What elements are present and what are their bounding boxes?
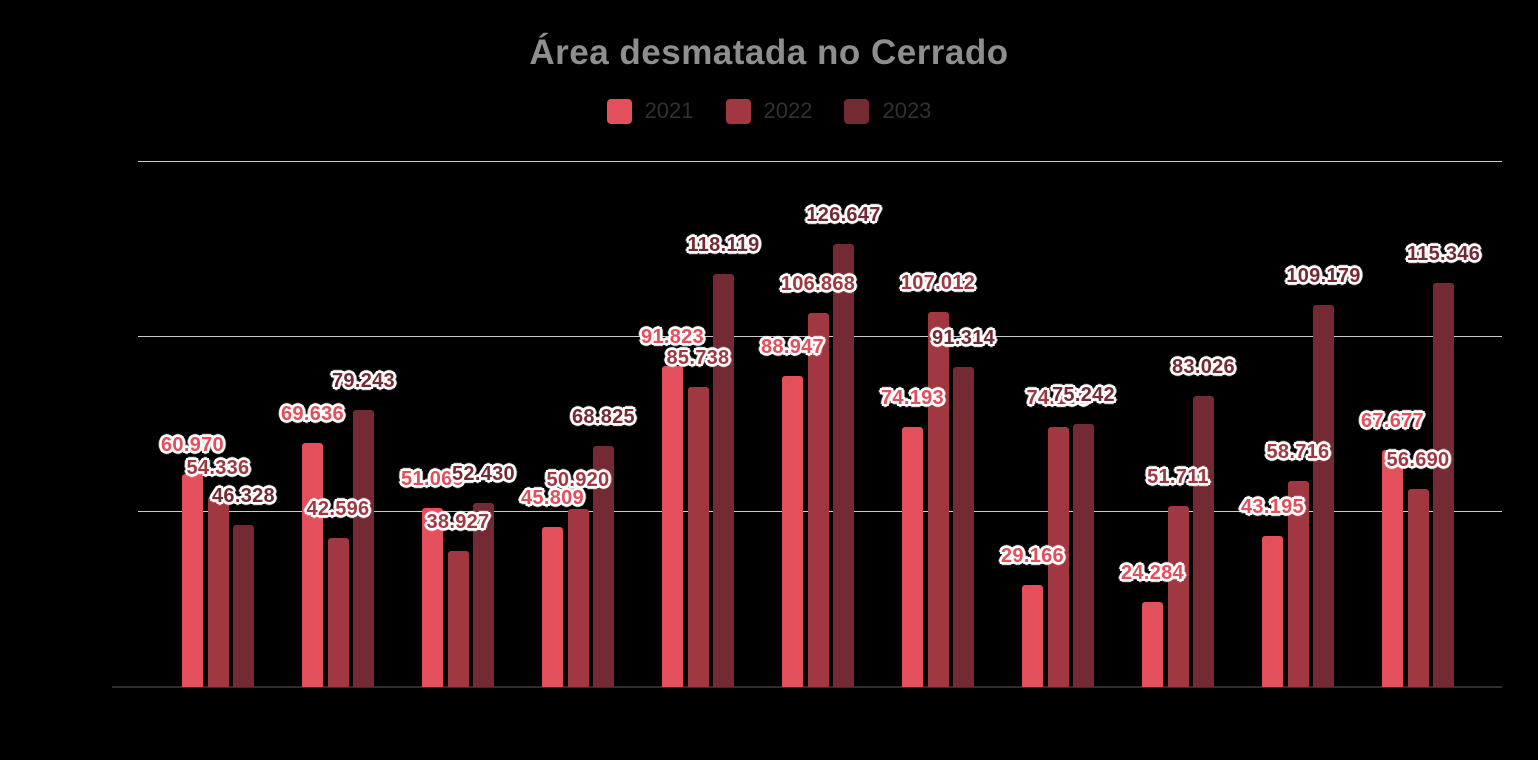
bar-2022 (687, 386, 709, 687)
bar-2023 (1313, 304, 1334, 687)
bar-2021 (782, 375, 803, 687)
bar-2022 (207, 496, 229, 687)
value-label-2023: 46.328 (212, 484, 275, 507)
bar-2021 (182, 473, 203, 687)
value-label-2021: 67.677 (1361, 410, 1424, 433)
value-label-2021: 29.166 (1001, 544, 1064, 567)
bar-2022 (1287, 481, 1309, 687)
value-label-2023: 68.825 (572, 406, 635, 429)
bar-2021 (1022, 584, 1043, 687)
value-label-2023: 118.119 (687, 233, 760, 256)
bar-2021 (1382, 450, 1403, 687)
bar-2023 (353, 409, 374, 687)
bar-2023 (233, 524, 254, 687)
value-label-2021: 91.823 (641, 325, 704, 348)
legend-item-2022: 2022 (725, 98, 813, 124)
bar-2022 (1047, 427, 1069, 687)
bar-2023 (713, 273, 734, 687)
bar-2021 (902, 427, 923, 687)
legend-swatch-2021 (606, 98, 632, 124)
value-label-2021: 60.970 (161, 433, 224, 456)
legend-label-2021: 2021 (644, 98, 694, 123)
value-label-2022: 38.927 (426, 510, 490, 533)
bar-2021 (662, 365, 683, 687)
value-label-2022: 54.336 (186, 456, 250, 479)
bar-2022 (447, 550, 469, 687)
bar-2021 (542, 526, 563, 687)
value-label-2021: 51.069 (401, 468, 464, 491)
value-label-2022: 50.920 (546, 468, 610, 491)
bar-2023 (953, 367, 974, 687)
value-label-2022: 107.012 (900, 272, 976, 295)
value-label-2022: 106.868 (780, 272, 856, 295)
bar-2022 (1407, 488, 1429, 687)
x-axis-line (112, 686, 1502, 688)
value-label-2022: 51.711 (1147, 466, 1209, 488)
bar-2023 (473, 503, 494, 687)
value-label-2023: 109.179 (1286, 264, 1361, 287)
legend-item-2023: 2023 (844, 98, 931, 124)
value-label-2021: 24.284 (1121, 562, 1184, 584)
bar-2022 (1167, 506, 1189, 687)
bar-2023 (1433, 283, 1454, 687)
bar-2021 (302, 443, 323, 687)
value-label-2022: 56.690 (1386, 448, 1450, 471)
value-label-2023: 79.243 (332, 369, 395, 392)
legend-label-2022: 2022 (763, 98, 813, 123)
value-label-2023: 83.026 (1172, 356, 1235, 379)
bar-2022 (327, 537, 349, 687)
bar-2022 (927, 312, 949, 687)
legend-swatch-2022 (725, 98, 751, 124)
value-label-2021: 74.193 (881, 387, 944, 410)
value-label-2021: 69.636 (281, 403, 344, 426)
value-label-2023: 52.430 (452, 463, 515, 486)
bar-2023 (833, 243, 854, 687)
bar-2021 (1262, 535, 1283, 687)
chart-legend: 2021 2022 2023 (0, 98, 1538, 124)
bar-2021 (422, 508, 443, 687)
value-label-2023: 115.346 (1406, 243, 1481, 266)
bar-2023 (593, 446, 614, 687)
value-label-2021: 45.809 (521, 486, 584, 509)
bar-2023 (1073, 423, 1094, 687)
bar-2022 (567, 508, 589, 687)
y-gridline (138, 161, 1502, 162)
value-label-2023: 126.647 (806, 203, 881, 226)
value-label-2022: 42.596 (306, 497, 370, 520)
legend-item-2021: 2021 (606, 98, 694, 124)
value-label-2023: 75.242 (1052, 383, 1115, 406)
value-label-2022: 58.716 (1266, 441, 1330, 464)
value-label-2022: 85.738 (666, 346, 730, 369)
bar-2022 (807, 312, 829, 687)
value-label-2021: 88.947 (761, 335, 824, 358)
legend-label-2023: 2023 (882, 98, 932, 123)
value-label-2022: 74.150 (1026, 387, 1090, 410)
legend-swatch-2023 (844, 98, 870, 124)
value-label-2021: 43.195 (1241, 495, 1304, 518)
bar-2023 (1193, 396, 1214, 687)
value-label-2023: 91.314 (932, 327, 995, 350)
bar-2021 (1142, 602, 1163, 687)
chart-title: Área desmatada no Cerrado (529, 33, 1009, 72)
